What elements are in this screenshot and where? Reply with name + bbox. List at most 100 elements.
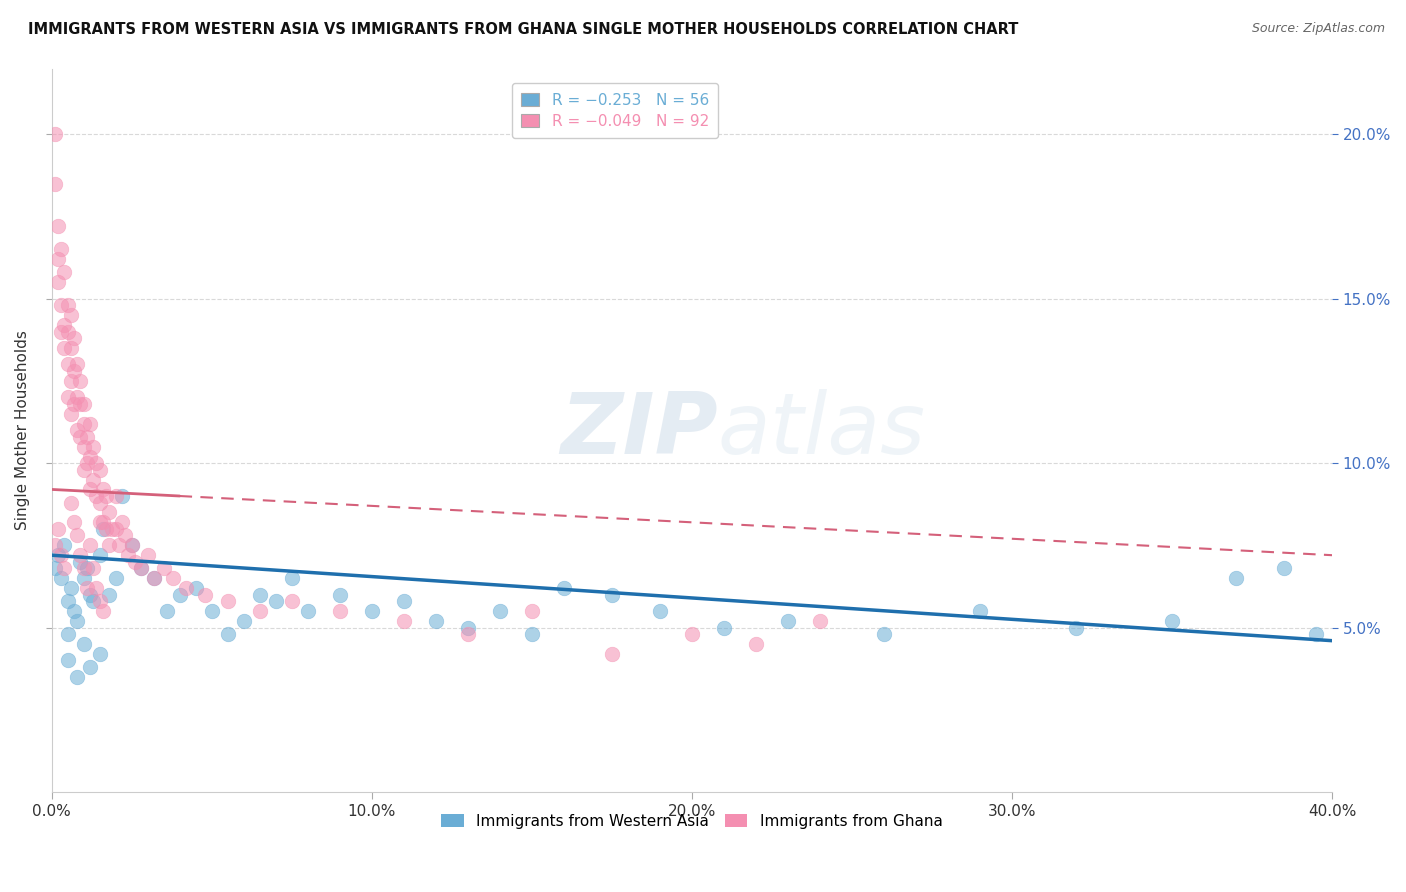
Point bbox=[114, 528, 136, 542]
Point bbox=[72, 397, 94, 411]
Point bbox=[66, 670, 89, 684]
Text: atlas: atlas bbox=[717, 389, 925, 472]
Legend: Immigrants from Western Asia, Immigrants from Ghana: Immigrants from Western Asia, Immigrants… bbox=[434, 807, 949, 835]
Point bbox=[392, 594, 415, 608]
Point bbox=[82, 594, 104, 608]
Point bbox=[72, 637, 94, 651]
Point bbox=[53, 318, 76, 332]
Point bbox=[86, 581, 108, 595]
Point bbox=[101, 522, 124, 536]
Point bbox=[104, 489, 127, 503]
Point bbox=[86, 456, 108, 470]
Point bbox=[136, 548, 159, 562]
Point bbox=[79, 417, 101, 431]
Point bbox=[44, 177, 66, 191]
Point bbox=[89, 647, 111, 661]
Point bbox=[713, 621, 735, 635]
Point bbox=[808, 614, 831, 628]
Point bbox=[44, 128, 66, 142]
Point bbox=[89, 516, 111, 530]
Point bbox=[297, 604, 319, 618]
Point bbox=[107, 538, 129, 552]
Point bbox=[46, 219, 69, 234]
Point bbox=[111, 489, 134, 503]
Point bbox=[681, 627, 703, 641]
Point bbox=[94, 489, 117, 503]
Point bbox=[56, 358, 79, 372]
Point bbox=[66, 423, 89, 437]
Point bbox=[72, 440, 94, 454]
Point bbox=[82, 561, 104, 575]
Point bbox=[59, 581, 82, 595]
Point bbox=[46, 252, 69, 267]
Point bbox=[124, 555, 146, 569]
Point bbox=[76, 561, 98, 575]
Point bbox=[63, 516, 86, 530]
Point bbox=[1161, 614, 1184, 628]
Point bbox=[59, 407, 82, 421]
Point bbox=[49, 571, 72, 585]
Point bbox=[201, 604, 224, 618]
Point bbox=[79, 588, 101, 602]
Point bbox=[56, 627, 79, 641]
Point bbox=[194, 588, 217, 602]
Point bbox=[76, 430, 98, 444]
Point bbox=[59, 308, 82, 322]
Point bbox=[457, 621, 479, 635]
Point bbox=[66, 358, 89, 372]
Point bbox=[89, 548, 111, 562]
Point bbox=[66, 614, 89, 628]
Point bbox=[79, 483, 101, 497]
Point bbox=[873, 627, 896, 641]
Point bbox=[89, 463, 111, 477]
Point bbox=[46, 548, 69, 562]
Point bbox=[63, 604, 86, 618]
Point bbox=[745, 637, 768, 651]
Point bbox=[280, 594, 302, 608]
Point bbox=[94, 522, 117, 536]
Point bbox=[600, 647, 623, 661]
Point bbox=[392, 614, 415, 628]
Point bbox=[1305, 627, 1327, 641]
Point bbox=[49, 325, 72, 339]
Point bbox=[53, 341, 76, 355]
Point bbox=[66, 390, 89, 404]
Point bbox=[98, 538, 121, 552]
Point bbox=[457, 627, 479, 641]
Point bbox=[72, 571, 94, 585]
Point bbox=[82, 473, 104, 487]
Point bbox=[520, 627, 543, 641]
Point bbox=[76, 456, 98, 470]
Point bbox=[66, 528, 89, 542]
Point bbox=[56, 653, 79, 667]
Point bbox=[69, 430, 91, 444]
Point bbox=[49, 548, 72, 562]
Point bbox=[69, 548, 91, 562]
Point bbox=[56, 594, 79, 608]
Point bbox=[69, 555, 91, 569]
Point bbox=[72, 463, 94, 477]
Point bbox=[143, 571, 166, 585]
Point bbox=[98, 588, 121, 602]
Point bbox=[91, 522, 114, 536]
Point bbox=[249, 604, 271, 618]
Point bbox=[46, 275, 69, 289]
Point bbox=[63, 364, 86, 378]
Point bbox=[89, 594, 111, 608]
Point bbox=[104, 571, 127, 585]
Point bbox=[280, 571, 302, 585]
Point bbox=[79, 660, 101, 674]
Point bbox=[117, 548, 139, 562]
Point bbox=[104, 522, 127, 536]
Point bbox=[329, 604, 352, 618]
Point bbox=[63, 331, 86, 345]
Point bbox=[143, 571, 166, 585]
Point bbox=[169, 588, 191, 602]
Point bbox=[91, 604, 114, 618]
Point bbox=[98, 505, 121, 519]
Point bbox=[76, 581, 98, 595]
Point bbox=[217, 594, 239, 608]
Point bbox=[329, 588, 352, 602]
Point bbox=[425, 614, 447, 628]
Point bbox=[217, 627, 239, 641]
